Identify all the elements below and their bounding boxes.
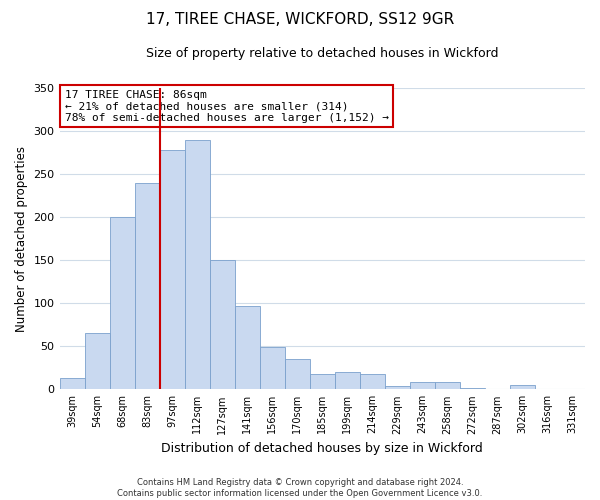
Bar (360, 374, 385, 390)
Title: Size of property relative to detached houses in Wickford: Size of property relative to detached ho… (146, 48, 499, 60)
Bar (185, 140, 209, 390)
Bar (310, 374, 335, 390)
Bar (460, 388, 485, 390)
Bar (435, 382, 460, 390)
Bar (385, 386, 410, 390)
Text: Contains HM Land Registry data © Crown copyright and database right 2024.
Contai: Contains HM Land Registry data © Crown c… (118, 478, 482, 498)
Text: 17, TIREE CHASE, WICKFORD, SS12 9GR: 17, TIREE CHASE, WICKFORD, SS12 9GR (146, 12, 454, 28)
Bar (510, 385, 535, 390)
X-axis label: Distribution of detached houses by size in Wickford: Distribution of detached houses by size … (161, 442, 483, 455)
Bar (410, 382, 435, 390)
Bar (260, 347, 285, 390)
Bar (85, 334, 110, 390)
Y-axis label: Number of detached properties: Number of detached properties (15, 146, 28, 332)
Bar (59, 378, 85, 390)
Bar (134, 182, 160, 390)
Bar (110, 217, 134, 390)
Text: 17 TIREE CHASE: 86sqm
← 21% of detached houses are smaller (314)
78% of semi-det: 17 TIREE CHASE: 86sqm ← 21% of detached … (65, 90, 389, 123)
Bar (235, 306, 260, 390)
Bar (285, 359, 310, 390)
Bar (335, 372, 360, 390)
Bar (209, 260, 235, 390)
Bar (160, 150, 185, 390)
